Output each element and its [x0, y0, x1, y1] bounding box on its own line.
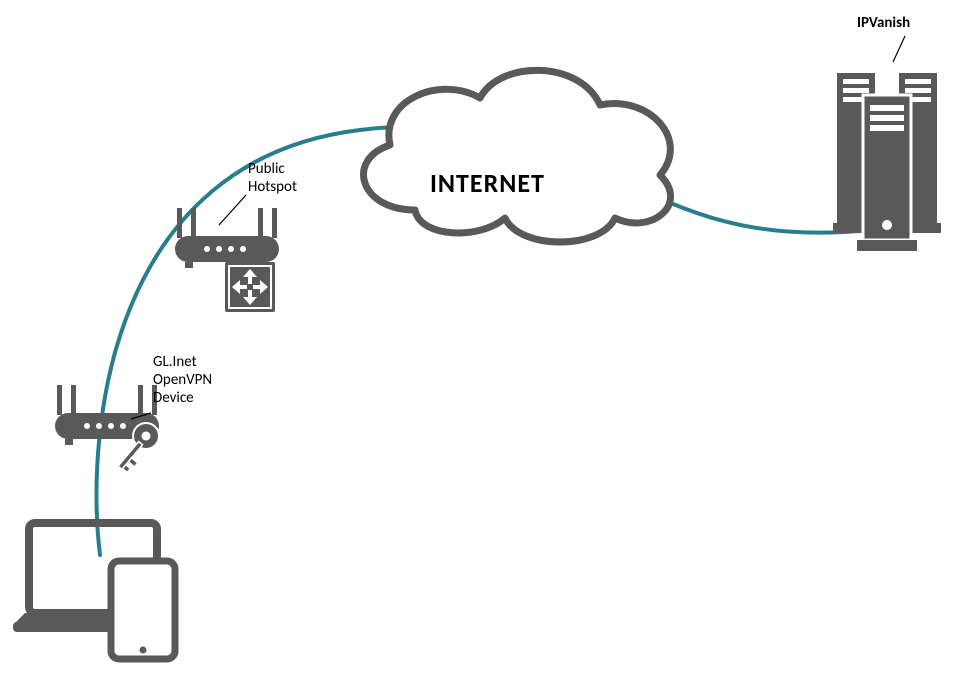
ipvanish-label: IPVanish	[857, 14, 910, 32]
ipvanish-leader-line	[893, 36, 905, 62]
internet-cloud-label: INTERNET	[430, 168, 545, 199]
internet-cloud-icon	[364, 70, 671, 242]
public-hotspot-leader-line	[219, 195, 246, 225]
diagram-canvas	[0, 0, 959, 688]
glinet-label: GL.Inet OpenVPN Device	[153, 353, 212, 407]
public-hotspot-label: Public Hotspot	[248, 160, 297, 196]
hotspot-switch-icon	[225, 262, 275, 312]
client-devices-icon	[13, 523, 175, 659]
ipvanish-servers-icon	[833, 73, 941, 251]
